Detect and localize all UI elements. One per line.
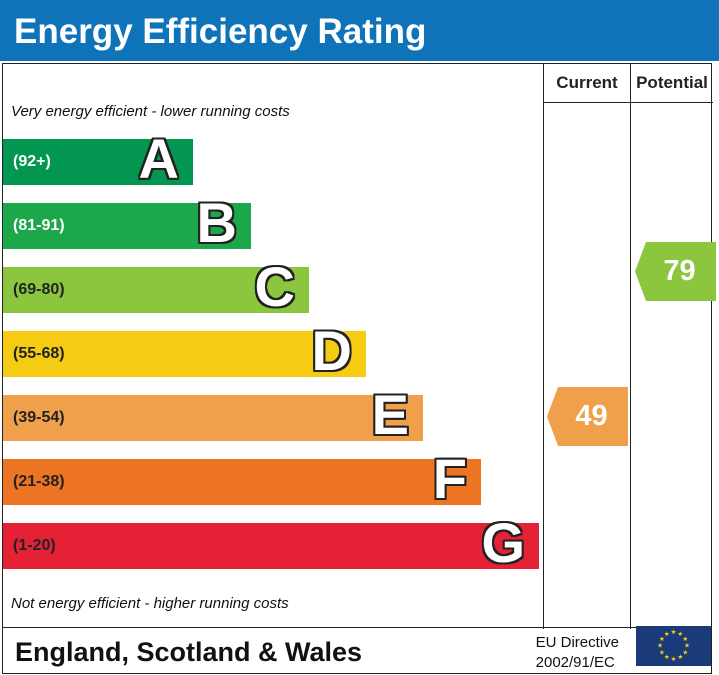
svg-text:★: ★	[664, 631, 670, 638]
svg-text:★: ★	[677, 654, 683, 661]
svg-text:★: ★	[671, 629, 677, 636]
svg-text:★: ★	[657, 643, 663, 650]
svg-text:★: ★	[671, 656, 677, 663]
svg-text:★: ★	[682, 649, 688, 656]
svg-text:★: ★	[659, 649, 665, 656]
svg-text:★: ★	[664, 654, 670, 661]
